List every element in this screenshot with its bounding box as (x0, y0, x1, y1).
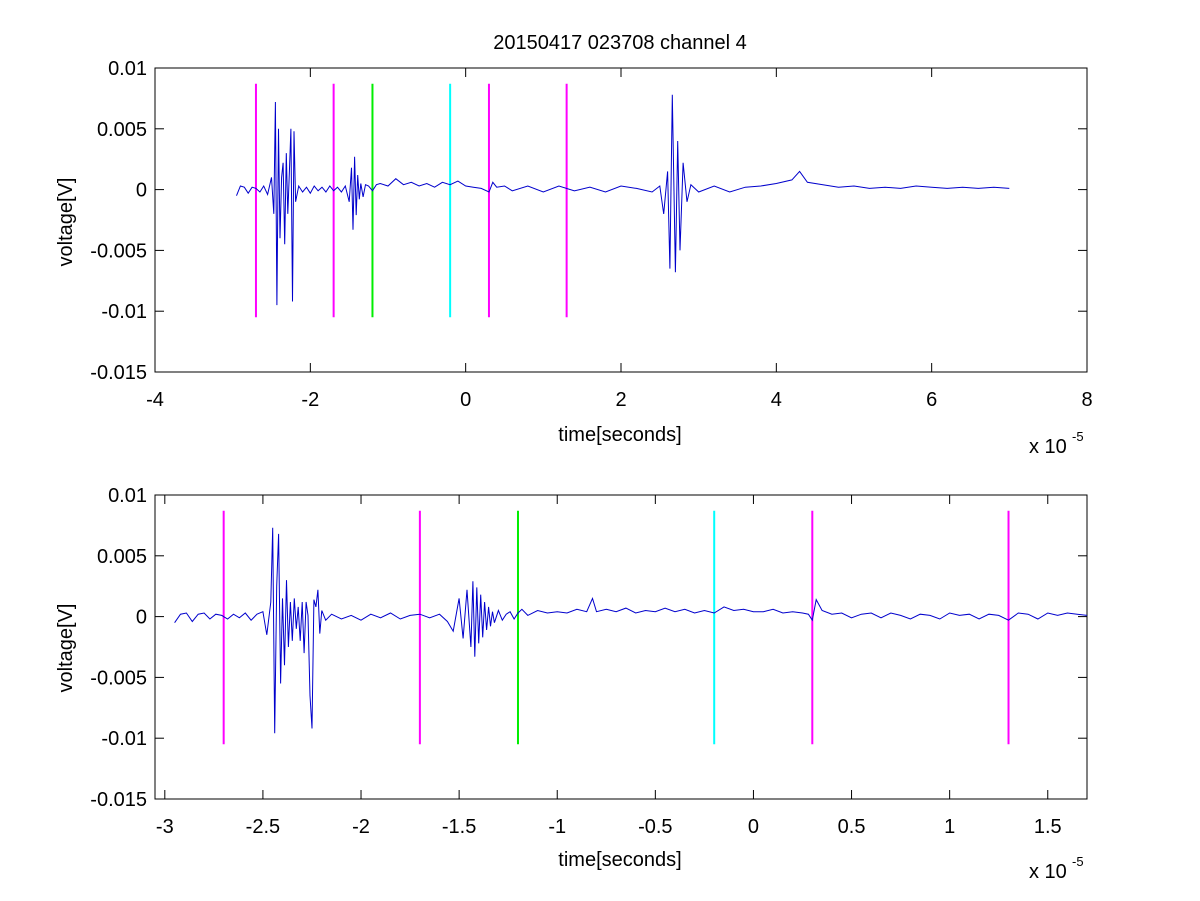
top-x-tick-label: 4 (771, 389, 782, 411)
top-y-ticks: 0.01 0.005 0 -0.005 -0.01 -0.015 (90, 58, 1087, 384)
bottom-x-ticks: -3 -2.5 -2 -1.5 -1 -0.5 0 0.5 1 1.5 (156, 495, 1062, 838)
top-y-tick-label: 0.005 (97, 119, 147, 141)
bottom-vertical-markers (222, 510, 1010, 745)
bottom-axes: -3 -2.5 -2 -1.5 -1 -0.5 0 0.5 1 1.5 0.01 0.005 0 -0.… (55, 485, 1088, 883)
bottom-x-tick-label: -0.5 (638, 816, 672, 838)
top-x-exponent: -5 (1072, 429, 1084, 444)
bottom-y-tick-label: 0.01 (108, 485, 147, 507)
bottom-x-tick-label: -1.5 (442, 816, 476, 838)
top-x-tick-label: 8 (1081, 389, 1092, 411)
top-x-tick-label: 2 (615, 389, 626, 411)
bottom-plot-frame (154, 494, 1088, 800)
bottom-x-exponent: -5 (1072, 854, 1084, 869)
bottom-x-tick-label: -1 (548, 816, 566, 838)
top-x-ticks: -4 -2 0 2 4 6 8 (146, 68, 1093, 411)
bottom-y-tick-label: -0.005 (90, 667, 147, 689)
bottom-y-tick-label: -0.015 (90, 789, 147, 811)
top-y-tick-label: -0.01 (101, 301, 147, 323)
bottom-x-tick-label: 0 (748, 816, 759, 838)
top-y-tick-label: 0.01 (108, 58, 147, 80)
bottom-x-tick-label: 0.5 (838, 816, 866, 838)
bottom-y-tick-label: 0.005 (97, 546, 147, 568)
top-y-tick-label: -0.005 (90, 240, 147, 262)
top-x-tick-label: -2 (301, 389, 319, 411)
bottom-y-tick-label: 0 (136, 607, 147, 629)
top-vertical-markers (254, 83, 568, 318)
bottom-x-tick-label: 1.5 (1034, 816, 1062, 838)
top-y-axis-label: voltage[V] (55, 178, 77, 267)
bottom-y-axis-label: voltage[V] (55, 604, 77, 693)
top-x-tick-label: -4 (146, 389, 164, 411)
top-x-tick-label: 6 (926, 389, 937, 411)
bottom-x-axis-label: time[seconds] (558, 849, 681, 871)
top-x-multiplier: x 10 (1029, 436, 1067, 458)
top-x-axis-label: time[seconds] (558, 424, 681, 446)
top-axes: -4 -2 0 2 4 6 8 0.01 0.005 0 -0.005 -0.01 -0.015 ti… (55, 58, 1093, 458)
bottom-x-tick-label: -2 (352, 816, 370, 838)
top-y-tick-label: -0.015 (90, 362, 147, 384)
top-signal-trace (236, 94, 1010, 306)
top-y-tick-label: 0 (136, 180, 147, 202)
bottom-x-tick-label: 1 (944, 816, 955, 838)
bottom-x-tick-label: -2.5 (246, 816, 280, 838)
bottom-x-multiplier: x 10 (1029, 861, 1067, 883)
bottom-y-ticks: 0.01 0.005 0 -0.005 -0.01 -0.015 (90, 485, 1087, 811)
bottom-x-tick-label: -3 (156, 816, 174, 838)
figure-title: 20150417 023708 channel 4 (493, 32, 747, 54)
top-x-tick-label: 0 (460, 389, 471, 411)
bottom-y-tick-label: -0.01 (101, 728, 147, 750)
bottom-signal-trace (174, 527, 1088, 734)
